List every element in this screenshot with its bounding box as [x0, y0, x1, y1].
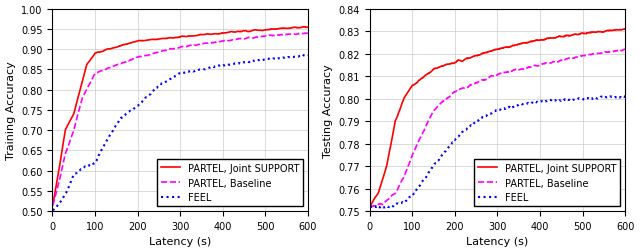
PARTEL, Joint SUPPORT	[92, 52, 100, 55]
FEEL	[183, 71, 191, 74]
PARTEL, Joint SUPPORT	[452, 61, 460, 65]
FEEL	[83, 166, 90, 169]
Legend: PARTEL, Joint SUPPORT, PARTEL, Baseline, FEEL: PARTEL, Joint SUPPORT, PARTEL, Baseline,…	[474, 159, 620, 206]
X-axis label: Latency (s): Latency (s)	[149, 237, 211, 246]
PARTEL, Joint SUPPORT	[160, 38, 168, 41]
FEEL	[500, 107, 508, 110]
Line: PARTEL, Joint SUPPORT: PARTEL, Joint SUPPORT	[370, 29, 625, 206]
PARTEL, Joint SUPPORT	[304, 26, 312, 29]
PARTEL, Baseline	[366, 206, 374, 209]
FEEL	[452, 137, 460, 140]
FEEL	[135, 104, 143, 107]
FEEL	[160, 82, 168, 85]
PARTEL, Joint SUPPORT	[409, 84, 417, 87]
Line: PARTEL, Joint SUPPORT: PARTEL, Joint SUPPORT	[53, 28, 308, 205]
FEEL	[621, 95, 629, 98]
FEEL	[410, 193, 417, 196]
PARTEL, Joint SUPPORT	[366, 205, 374, 208]
PARTEL, Baseline	[135, 56, 143, 59]
PARTEL, Baseline	[304, 32, 312, 35]
FEEL	[298, 54, 306, 57]
PARTEL, Baseline	[621, 49, 629, 52]
PARTEL, Baseline	[304, 32, 312, 35]
PARTEL, Baseline	[477, 80, 484, 83]
FEEL	[49, 209, 57, 212]
FEEL	[188, 71, 196, 74]
PARTEL, Baseline	[506, 71, 513, 74]
PARTEL, Joint SUPPORT	[83, 64, 90, 67]
X-axis label: Latency (s): Latency (s)	[467, 237, 529, 246]
PARTEL, Baseline	[160, 50, 168, 53]
Line: PARTEL, Baseline: PARTEL, Baseline	[370, 50, 625, 207]
PARTEL, Joint SUPPORT	[135, 40, 143, 43]
PARTEL, Joint SUPPORT	[621, 28, 629, 31]
PARTEL, Baseline	[452, 90, 460, 93]
Line: FEEL: FEEL	[53, 55, 308, 211]
PARTEL, Joint SUPPORT	[500, 47, 508, 50]
PARTEL, Joint SUPPORT	[49, 203, 57, 206]
PARTEL, Baseline	[188, 45, 196, 48]
FEEL	[92, 161, 100, 164]
PARTEL, Baseline	[183, 46, 191, 49]
PARTEL, Joint SUPPORT	[183, 36, 191, 39]
FEEL	[383, 207, 390, 210]
Y-axis label: Training Accuracy: Training Accuracy	[6, 61, 15, 160]
Legend: PARTEL, Joint SUPPORT, PARTEL, Baseline, FEEL: PARTEL, Joint SUPPORT, PARTEL, Baseline,…	[157, 159, 303, 206]
PARTEL, Joint SUPPORT	[400, 98, 408, 101]
PARTEL, Baseline	[49, 204, 57, 207]
PARTEL, Joint SUPPORT	[301, 26, 308, 29]
FEEL	[366, 205, 374, 208]
Y-axis label: Testing Accuracy: Testing Accuracy	[323, 64, 333, 157]
PARTEL, Joint SUPPORT	[477, 54, 484, 57]
PARTEL, Joint SUPPORT	[188, 35, 196, 38]
FEEL	[400, 201, 408, 204]
PARTEL, Baseline	[83, 88, 90, 91]
PARTEL, Joint SUPPORT	[621, 28, 629, 31]
PARTEL, Baseline	[400, 176, 408, 179]
FEEL	[477, 118, 485, 121]
FEEL	[304, 54, 312, 57]
Line: FEEL: FEEL	[370, 97, 625, 208]
PARTEL, Baseline	[409, 152, 417, 155]
PARTEL, Joint SUPPORT	[506, 46, 513, 49]
PARTEL, Baseline	[500, 72, 508, 75]
Line: PARTEL, Baseline: PARTEL, Baseline	[53, 34, 308, 206]
FEEL	[506, 106, 513, 109]
PARTEL, Baseline	[621, 48, 628, 51]
PARTEL, Baseline	[92, 72, 100, 75]
